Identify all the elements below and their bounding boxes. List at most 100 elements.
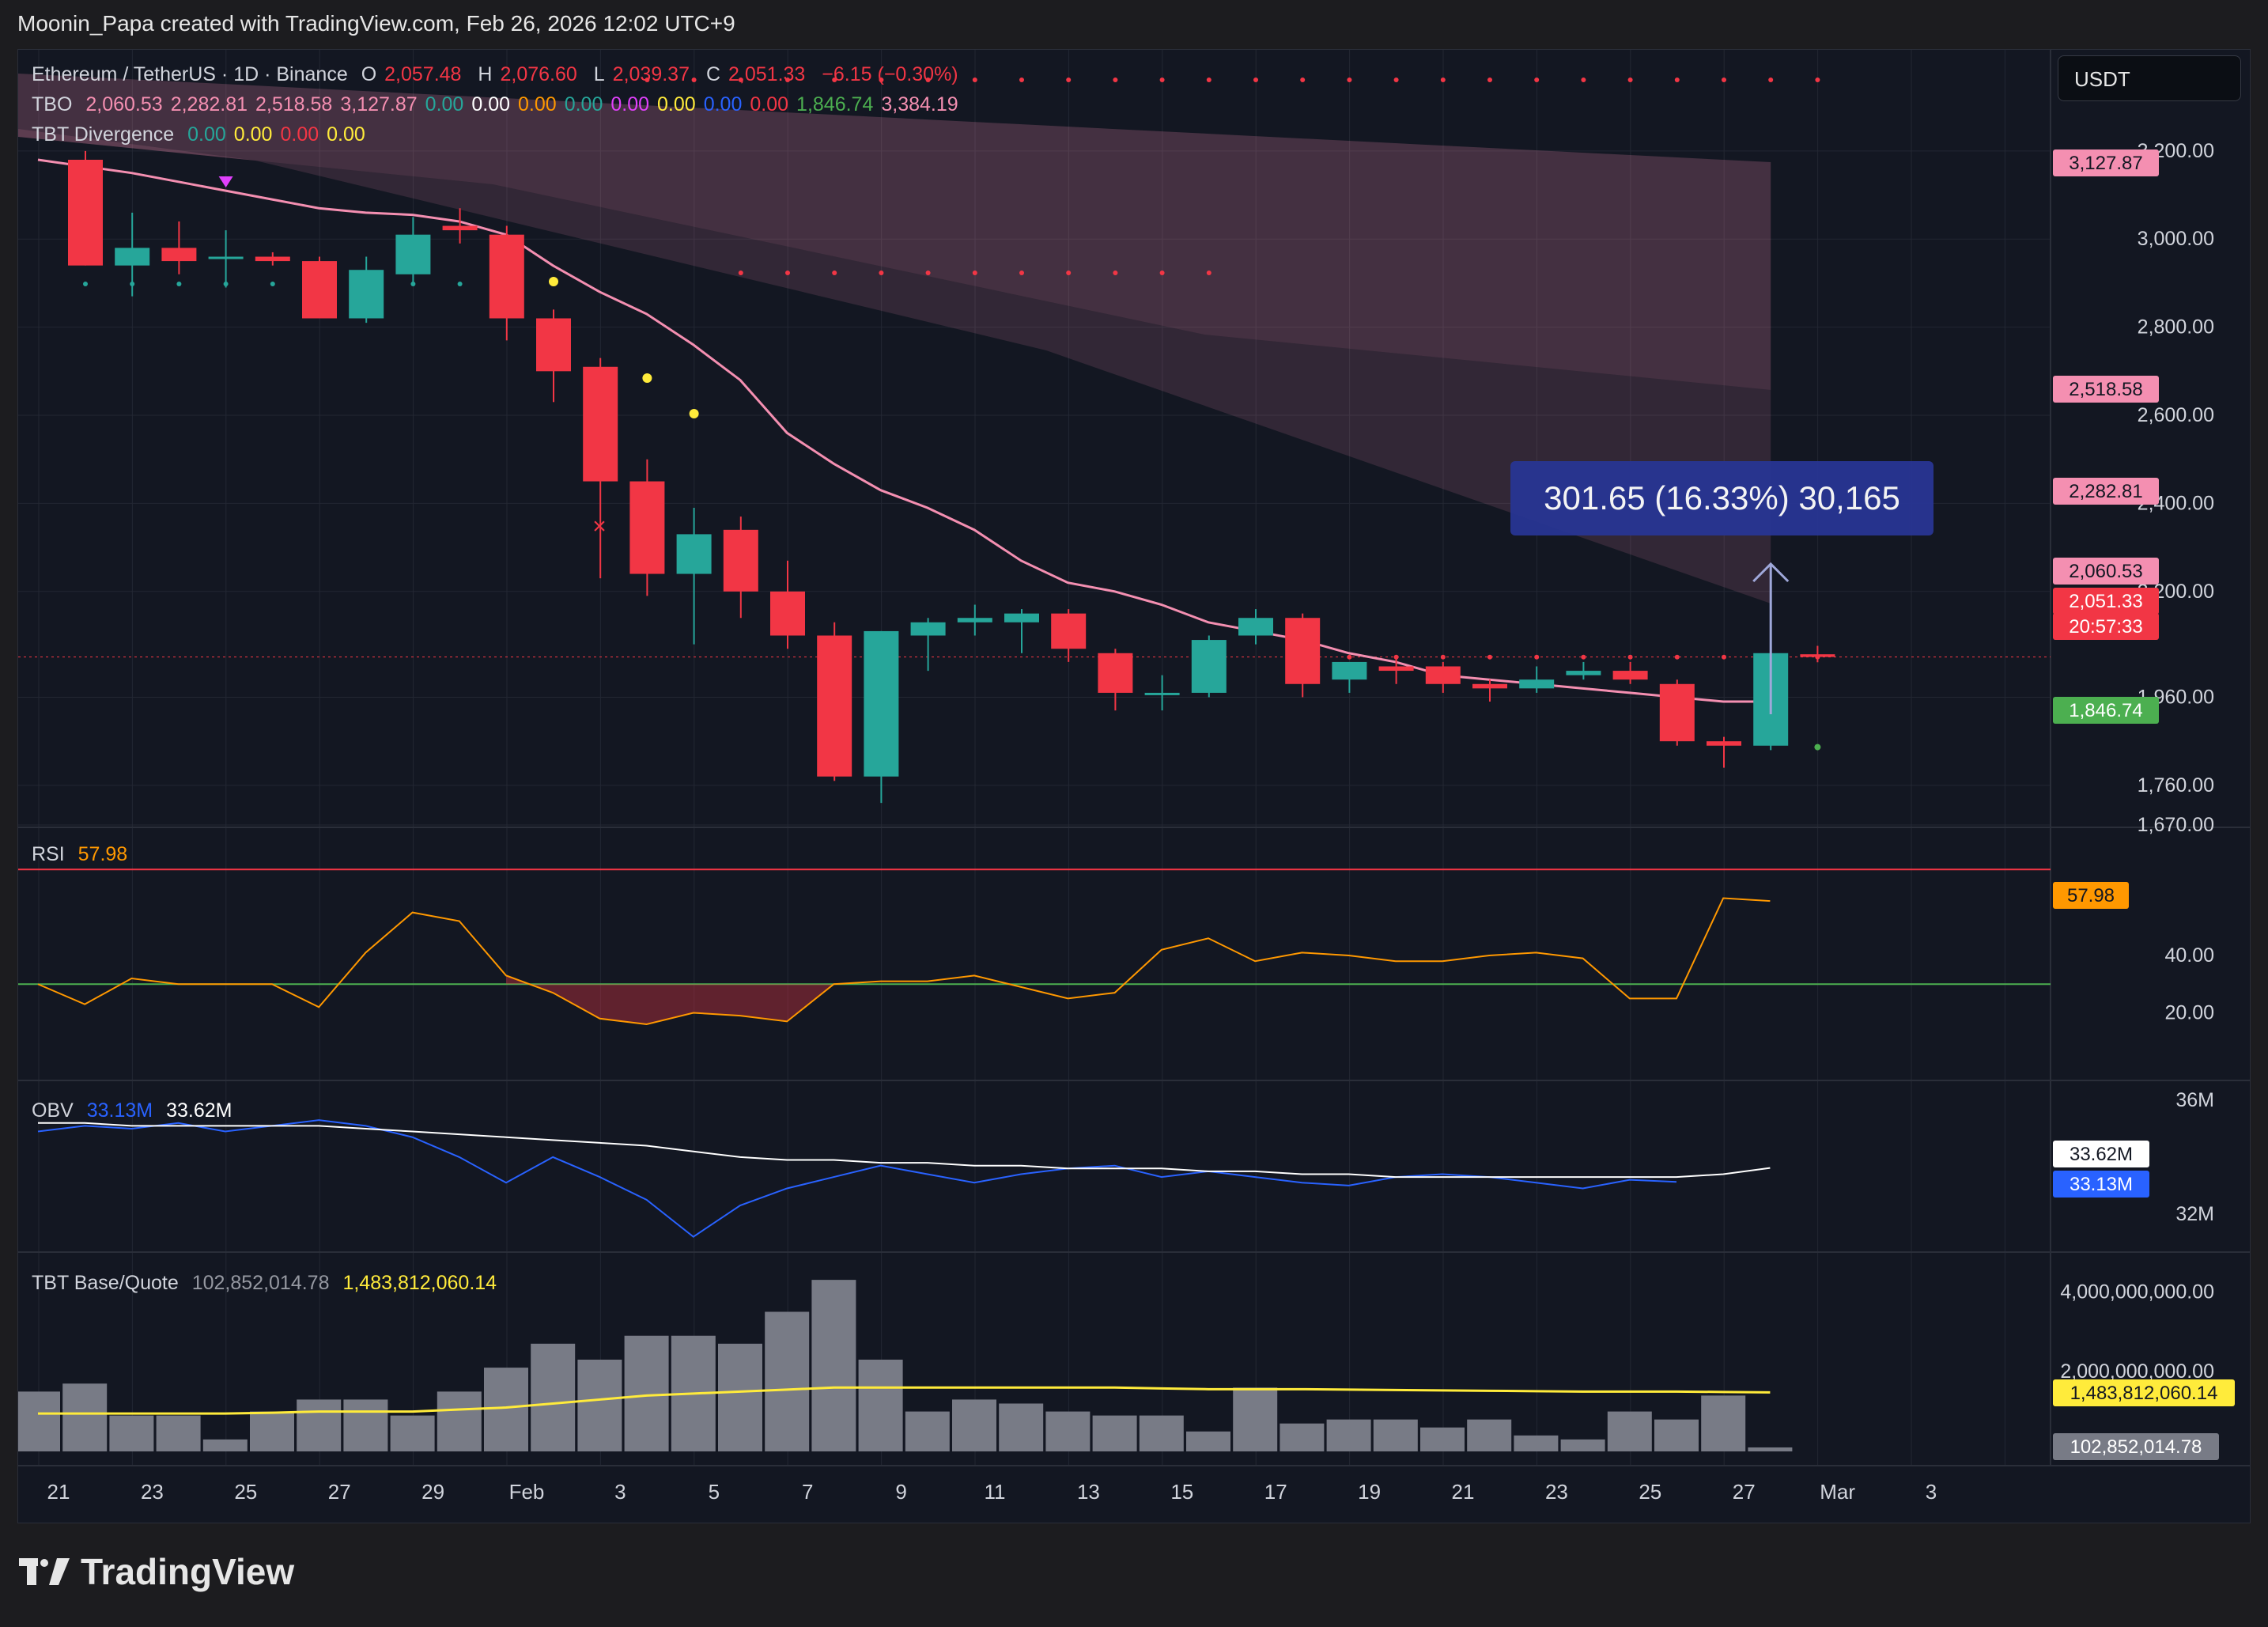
resistance-dot (738, 271, 743, 275)
rsi-legend[interactable]: RSI 57.98 (32, 843, 127, 866)
resistance-dot (1487, 654, 1492, 660)
resistance-dot (832, 78, 837, 82)
candle-body (723, 529, 758, 592)
candle-body (1566, 671, 1601, 675)
divergence-value: 0.00 (233, 123, 273, 146)
volume-legend[interactable]: TBT Base/Quote 102,852,014.78 1,483,812,… (32, 1272, 497, 1295)
candle-body (395, 234, 431, 274)
price-axis-label: 2,600.00 (2138, 404, 2214, 426)
volume-bar (577, 1360, 622, 1451)
candle-body (629, 481, 665, 574)
resistance-dot (1300, 78, 1306, 82)
tbo-value: 0.00 (564, 93, 603, 115)
measure-arrowhead (1752, 562, 1790, 583)
support-dot (1814, 744, 1821, 751)
high-value: 2,076.60 (500, 63, 577, 85)
candle-body (208, 256, 244, 259)
volume-bar (202, 1439, 248, 1451)
chart-area[interactable]: × 3,200.00 3,000.00 2,800.00 2,600.00 2,400.0… (17, 49, 2251, 1523)
svg-text:57.98: 57.98 (2067, 885, 2115, 906)
volume-bar (1607, 1411, 1652, 1451)
candle-body (910, 622, 946, 636)
volume-bar (765, 1311, 810, 1451)
x-axis-label: 15 (1170, 1480, 1193, 1504)
rsi-value: 57.98 (77, 843, 128, 865)
tbo-ma-line (37, 158, 1771, 703)
x-axis-label: 11 (985, 1480, 1006, 1504)
sell-marker: × (592, 513, 607, 539)
price-tag: 1,846.74 (2053, 697, 2159, 724)
resistance-dot (1487, 78, 1492, 82)
candle-body (1519, 679, 1555, 689)
volume-axis-label: 4,000,000,000.00 (2060, 1281, 2214, 1303)
resistance-dot (879, 271, 884, 275)
resistance-dot (1206, 271, 1211, 275)
tbo-legend[interactable]: TBO 2,060.53 2,282.81 2,518.58 3,127.87 0.00… (32, 93, 966, 116)
tbo-value: 0.00 (703, 93, 743, 115)
tbo-value: 3,384.19 (881, 93, 958, 115)
tradingview-logo-icon (19, 1558, 70, 1585)
volume-bar (952, 1399, 996, 1451)
symbol-name: Ethereum / TetherUS · 1D · Binance (32, 63, 348, 85)
candle-body (1285, 618, 1321, 684)
candle-body (1051, 613, 1087, 649)
support-dot (83, 282, 88, 286)
resistance-dot (1253, 78, 1258, 82)
obv-axis-label: 32M (2175, 1203, 2214, 1225)
obv-tag-white: 33.62M (2053, 1141, 2149, 1167)
resistance-dot (1113, 78, 1118, 82)
support-dot (410, 282, 416, 286)
svg-text:1,483,812,060.14: 1,483,812,060.14 (2070, 1383, 2218, 1404)
tradingview-logo[interactable]: TradingView (19, 1551, 294, 1592)
resistance-dot (785, 271, 790, 275)
x-axis-label: 3 (614, 1480, 626, 1504)
resistance-dot (1581, 78, 1586, 82)
volume-tag-gray: 102,852,014.78 (2053, 1433, 2219, 1460)
volume-bar (905, 1411, 950, 1451)
obv-legend[interactable]: OBV 33.13M 33.62M (32, 1099, 232, 1122)
volume-axis-label: 2,000,000,000.00 (2060, 1360, 2214, 1383)
rsi-label: RSI (32, 843, 65, 865)
x-axis-label: 9 (895, 1480, 906, 1504)
candle-body (1472, 683, 1507, 689)
symbol-legend[interactable]: Ethereum / TetherUS · 1D · Binance O 2,05… (32, 63, 966, 86)
volume-bar (1233, 1387, 1278, 1451)
resistance-dot (925, 271, 931, 275)
volume-bar (343, 1399, 388, 1451)
price-axis-label: 3,000.00 (2138, 228, 2214, 250)
tbo-value: 0.00 (610, 93, 650, 115)
candle-body (536, 318, 571, 372)
volume-bar (999, 1403, 1044, 1451)
price-tag: 3,127.87 (2053, 149, 2159, 176)
tbo-value: 0.00 (750, 93, 789, 115)
volume-ma-line (38, 1386, 1771, 1415)
divergence-marker (218, 176, 233, 187)
resistance-dot (1159, 78, 1165, 82)
svg-text:2,051.33: 2,051.33 (2069, 591, 2142, 612)
currency-selector[interactable]: USDT (2058, 55, 2241, 101)
volume-bar (1280, 1423, 1325, 1451)
divergence-legend[interactable]: TBT Divergence 0.00 0.00 0.00 0.00 (32, 123, 373, 146)
resistance-dot (972, 271, 977, 275)
candle-body (817, 635, 852, 777)
tbo-value: 2,518.58 (255, 93, 333, 115)
resistance-dot (1019, 271, 1024, 275)
resistance-dot (1206, 78, 1211, 82)
volume-bar (109, 1415, 154, 1451)
price-chart-svg[interactable]: ×3,200.003,000.002,800.002,600.002,400.0… (18, 50, 2250, 1523)
resistance-dot (1534, 78, 1540, 82)
volume-bar (1420, 1427, 1465, 1451)
candle-body (1707, 741, 1741, 746)
volume-bar (250, 1411, 294, 1451)
signal-marker (642, 373, 652, 383)
x-axis-label: 29 (421, 1480, 444, 1504)
volume-bar (156, 1415, 201, 1451)
signal-marker (549, 277, 558, 286)
candle-body (442, 225, 478, 231)
volume-bar (1560, 1439, 1605, 1451)
measure-tooltip: 301.65 (16.33%) 30,165 (1510, 461, 1933, 535)
low-label: L (593, 63, 605, 85)
resistance-dot (1347, 78, 1352, 82)
tbo-value: 2,282.81 (170, 93, 248, 115)
volume-bar (437, 1391, 482, 1451)
